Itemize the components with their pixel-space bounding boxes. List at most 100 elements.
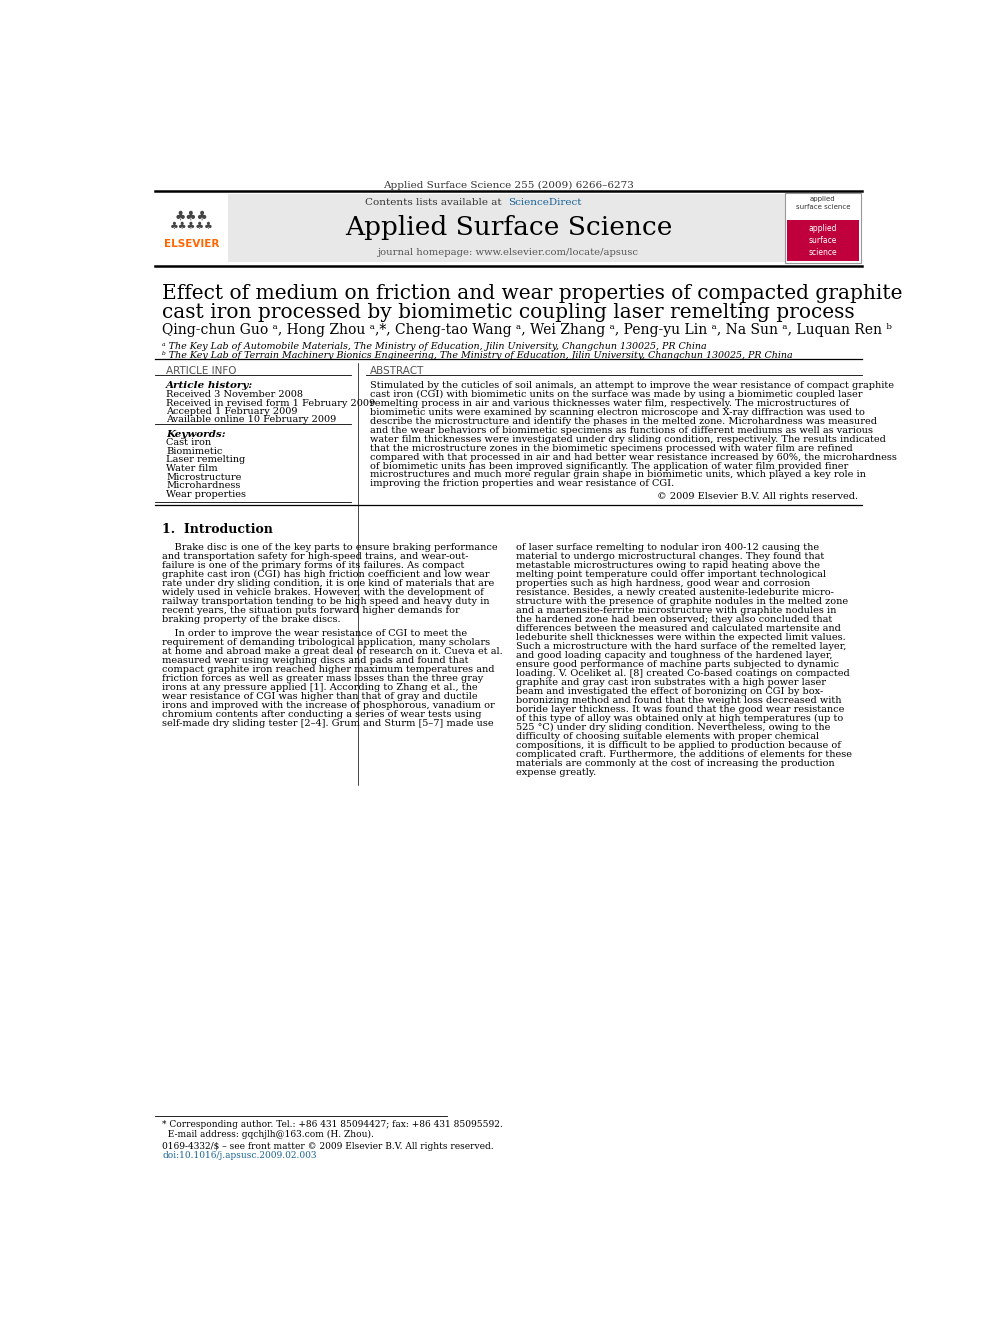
Text: journal homepage: www.elsevier.com/locate/apsusc: journal homepage: www.elsevier.com/locat… <box>378 249 639 258</box>
Text: and good loading capacity and toughness of the hardened layer,: and good loading capacity and toughness … <box>516 651 832 660</box>
Text: ScienceDirect: ScienceDirect <box>509 198 582 208</box>
Text: widely used in vehicle brakes. However, with the development of: widely used in vehicle brakes. However, … <box>163 589 484 597</box>
Text: improving the friction properties and wear resistance of CGI.: improving the friction properties and we… <box>370 479 675 488</box>
Text: Effect of medium on friction and wear properties of compacted graphite: Effect of medium on friction and wear pr… <box>163 284 903 303</box>
Text: and transportation safety for high-speed trains, and wear-out-: and transportation safety for high-speed… <box>163 553 469 561</box>
Text: and a martensite-ferrite microstructure with graphite nodules in: and a martensite-ferrite microstructure … <box>516 606 836 615</box>
Text: wear resistance of CGI was higher than that of gray and ductile: wear resistance of CGI was higher than t… <box>163 692 478 701</box>
Text: Microstructure: Microstructure <box>167 472 242 482</box>
Text: irons and improved with the increase of phosphorous, vanadium or: irons and improved with the increase of … <box>163 701 495 710</box>
Text: of laser surface remelting to nodular iron 400-12 causing the: of laser surface remelting to nodular ir… <box>516 544 819 553</box>
Text: ♣♣♣♣♣: ♣♣♣♣♣ <box>170 222 213 232</box>
Text: of this type of alloy was obtained only at high temperatures (up to: of this type of alloy was obtained only … <box>516 713 843 722</box>
Text: cast iron processed by biomimetic coupling laser remelting process: cast iron processed by biomimetic coupli… <box>163 303 855 323</box>
Text: Received 3 November 2008: Received 3 November 2008 <box>167 390 304 400</box>
Text: material to undergo microstructural changes. They found that: material to undergo microstructural chan… <box>516 553 824 561</box>
Text: ABSTRACT: ABSTRACT <box>370 365 425 376</box>
Text: Biomimetic: Biomimetic <box>167 447 222 455</box>
Text: surface science: surface science <box>796 204 850 209</box>
Text: compositions, it is difficult to be applied to production because of: compositions, it is difficult to be appl… <box>516 741 841 750</box>
Text: cast iron (CGI) with biomimetic units on the surface was made by using a biomime: cast iron (CGI) with biomimetic units on… <box>370 390 862 400</box>
Text: expense greatly.: expense greatly. <box>516 767 596 777</box>
Text: * Corresponding author. Tel.: +86 431 85094427; fax: +86 431 85095592.: * Corresponding author. Tel.: +86 431 85… <box>163 1121 503 1130</box>
Text: ensure good performance of machine parts subjected to dynamic: ensure good performance of machine parts… <box>516 660 839 669</box>
Text: ELSEVIER: ELSEVIER <box>164 239 219 249</box>
Text: Article history:: Article history: <box>167 381 254 390</box>
Text: boronizing method and found that the weight loss decreased with: boronizing method and found that the wei… <box>516 696 841 705</box>
Text: chromium contents after conducting a series of wear tests using: chromium contents after conducting a ser… <box>163 710 482 718</box>
Text: applied
surface
science: applied surface science <box>808 224 837 257</box>
Text: Qing-chun Guo ᵃ, Hong Zhou ᵃ,*, Cheng-tao Wang ᵃ, Wei Zhang ᵃ, Peng-yu Lin ᵃ, Na: Qing-chun Guo ᵃ, Hong Zhou ᵃ,*, Cheng-ta… <box>163 323 893 337</box>
Text: water film thicknesses were investigated under dry sliding condition, respective: water film thicknesses were investigated… <box>370 435 886 443</box>
Text: beam and investigated the effect of boronizing on CGI by box-: beam and investigated the effect of boro… <box>516 687 823 696</box>
Text: graphite cast iron (CGI) has high friction coefficient and low wear: graphite cast iron (CGI) has high fricti… <box>163 570 490 579</box>
Text: materials are commonly at the cost of increasing the production: materials are commonly at the cost of in… <box>516 758 834 767</box>
Text: melting point temperature could offer important technological: melting point temperature could offer im… <box>516 570 826 579</box>
FancyBboxPatch shape <box>787 196 859 230</box>
Text: complicated craft. Furthermore, the additions of elements for these: complicated craft. Furthermore, the addi… <box>516 750 852 758</box>
Text: Laser remelting: Laser remelting <box>167 455 246 464</box>
Text: ledeburite shell thicknesses were within the expected limit values.: ledeburite shell thicknesses were within… <box>516 634 846 642</box>
Text: applied: applied <box>810 196 835 202</box>
Text: loading. V. Oceliket al. [8] created Co-based coatings on compacted: loading. V. Oceliket al. [8] created Co-… <box>516 669 850 677</box>
Text: Accepted 1 February 2009: Accepted 1 February 2009 <box>167 407 298 417</box>
Text: friction forces as well as greater mass losses than the three gray: friction forces as well as greater mass … <box>163 673 484 683</box>
Text: recent years, the situation puts forward higher demands for: recent years, the situation puts forward… <box>163 606 460 615</box>
Text: metastable microstructures owing to rapid heating above the: metastable microstructures owing to rapi… <box>516 561 820 570</box>
Text: remelting process in air and various thicknesses water film, respectively. The m: remelting process in air and various thi… <box>370 398 849 407</box>
Text: ᵇ The Key Lab of Terrain Machinery Bionics Engineering, The Ministry of Educatio: ᵇ The Key Lab of Terrain Machinery Bioni… <box>163 352 793 360</box>
Text: rate under dry sliding condition, it is one kind of materials that are: rate under dry sliding condition, it is … <box>163 579 495 589</box>
Text: Available online 10 February 2009: Available online 10 February 2009 <box>167 415 336 425</box>
Text: of biomimetic units has been improved significantly. The application of water fi: of biomimetic units has been improved si… <box>370 462 848 471</box>
Text: compact graphite iron reached higher maximum temperatures and: compact graphite iron reached higher max… <box>163 665 495 673</box>
Text: © 2009 Elsevier B.V. All rights reserved.: © 2009 Elsevier B.V. All rights reserved… <box>657 492 858 501</box>
Text: compared with that processed in air and had better wear resistance increased by : compared with that processed in air and … <box>370 452 897 462</box>
Text: resistance. Besides, a newly created austenite-ledeburite micro-: resistance. Besides, a newly created aus… <box>516 589 834 597</box>
Text: Water film: Water film <box>167 464 218 472</box>
Text: structure with the presence of graphite nodules in the melted zone: structure with the presence of graphite … <box>516 597 848 606</box>
Text: Brake disc is one of the key parts to ensure braking performance: Brake disc is one of the key parts to en… <box>163 544 498 553</box>
Text: at home and abroad make a great deal of research on it. Cueva et al.: at home and abroad make a great deal of … <box>163 647 503 656</box>
Text: irons at any pressure applied [1]. According to Zhang et al., the: irons at any pressure applied [1]. Accor… <box>163 683 478 692</box>
Text: ᵃ The Key Lab of Automobile Materials, The Ministry of Education, Jilin Universi: ᵃ The Key Lab of Automobile Materials, T… <box>163 343 707 351</box>
Text: difficulty of choosing suitable elements with proper chemical: difficulty of choosing suitable elements… <box>516 732 819 741</box>
Text: braking property of the brake discs.: braking property of the brake discs. <box>163 615 341 624</box>
Text: boride layer thickness. It was found that the good wear resistance: boride layer thickness. It was found tha… <box>516 705 844 714</box>
Text: requirement of demanding tribological application, many scholars: requirement of demanding tribological ap… <box>163 638 491 647</box>
Text: Keywords:: Keywords: <box>167 430 226 439</box>
Text: that the microstructure zones in the biomimetic specimens processed with water f: that the microstructure zones in the bio… <box>370 443 853 452</box>
Text: Wear properties: Wear properties <box>167 490 246 499</box>
Text: doi:10.1016/j.apsusc.2009.02.003: doi:10.1016/j.apsusc.2009.02.003 <box>163 1151 316 1160</box>
Text: the hardened zone had been observed; they also concluded that: the hardened zone had been observed; the… <box>516 615 832 624</box>
Text: biomimetic units were examined by scanning electron microscope and X-ray diffrac: biomimetic units were examined by scanni… <box>370 407 865 417</box>
Text: describe the microstructure and identify the phases in the melted zone. Microhar: describe the microstructure and identify… <box>370 417 877 426</box>
Text: Contents lists available at: Contents lists available at <box>365 198 505 208</box>
Text: graphite and gray cast iron substrates with a high power laser: graphite and gray cast iron substrates w… <box>516 677 826 687</box>
Text: self-made dry sliding tester [2–4]. Grum and Sturm [5–7] made use: self-made dry sliding tester [2–4]. Grum… <box>163 718 494 728</box>
Text: Applied Surface Science 255 (2009) 6266–6273: Applied Surface Science 255 (2009) 6266–… <box>383 181 634 191</box>
Text: Microhardness: Microhardness <box>167 482 241 491</box>
Text: Cast iron: Cast iron <box>167 438 211 447</box>
Text: railway transportation tending to be high speed and heavy duty in: railway transportation tending to be hig… <box>163 597 490 606</box>
Text: properties such as high hardness, good wear and corrosion: properties such as high hardness, good w… <box>516 579 810 589</box>
FancyBboxPatch shape <box>786 193 860 263</box>
Text: microstructures and much more regular grain shape in biomimetic units, which pla: microstructures and much more regular gr… <box>370 471 866 479</box>
Text: In order to improve the wear resistance of CGI to meet the: In order to improve the wear resistance … <box>163 630 467 638</box>
Text: measured wear using weighing discs and pads and found that: measured wear using weighing discs and p… <box>163 656 469 665</box>
FancyBboxPatch shape <box>228 194 786 262</box>
FancyBboxPatch shape <box>787 220 859 261</box>
Text: and the wear behaviors of biomimetic specimens as functions of different mediums: and the wear behaviors of biomimetic spe… <box>370 426 873 435</box>
FancyBboxPatch shape <box>155 194 228 262</box>
Text: Applied Surface Science: Applied Surface Science <box>344 214 673 239</box>
Text: 1.  Introduction: 1. Introduction <box>163 523 274 536</box>
Text: ♣♣♣: ♣♣♣ <box>175 209 208 222</box>
Text: 0169-4332/$ – see front matter © 2009 Elsevier B.V. All rights reserved.: 0169-4332/$ – see front matter © 2009 El… <box>163 1142 494 1151</box>
Text: E-mail address: gqchjlh@163.com (H. Zhou).: E-mail address: gqchjlh@163.com (H. Zhou… <box>163 1130 374 1139</box>
Text: ARTICLE INFO: ARTICLE INFO <box>167 365 237 376</box>
Text: Stimulated by the cuticles of soil animals, an attempt to improve the wear resis: Stimulated by the cuticles of soil anima… <box>370 381 894 390</box>
Text: Received in revised form 1 February 2009: Received in revised form 1 February 2009 <box>167 400 375 409</box>
Text: Such a microstructure with the hard surface of the remelted layer,: Such a microstructure with the hard surf… <box>516 642 846 651</box>
Text: 525 °C) under dry sliding condition. Nevertheless, owing to the: 525 °C) under dry sliding condition. Nev… <box>516 722 830 732</box>
Text: differences between the measured and calculated martensite and: differences between the measured and cal… <box>516 624 841 634</box>
Text: failure is one of the primary forms of its failures. As compact: failure is one of the primary forms of i… <box>163 561 465 570</box>
